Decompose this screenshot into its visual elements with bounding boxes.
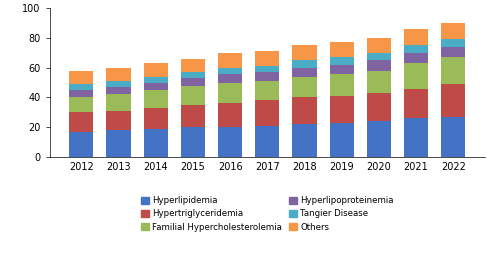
Bar bbox=[293, 60, 317, 68]
Bar bbox=[330, 123, 354, 157]
Bar bbox=[218, 127, 242, 157]
Bar bbox=[69, 132, 94, 157]
Bar bbox=[144, 90, 168, 108]
Bar bbox=[441, 117, 465, 157]
Bar bbox=[441, 47, 465, 57]
Bar bbox=[367, 121, 391, 157]
Bar bbox=[255, 72, 279, 81]
Bar bbox=[367, 70, 391, 93]
Bar bbox=[441, 84, 465, 117]
Bar bbox=[181, 59, 205, 72]
Bar bbox=[181, 78, 205, 85]
Bar bbox=[181, 127, 205, 157]
Bar bbox=[218, 53, 242, 68]
Bar bbox=[404, 29, 428, 45]
Bar bbox=[330, 96, 354, 123]
Legend: Hyperlipidemia, Hypertriglyceridemia, Familial Hypercholesterolemia, Hyperlipopr: Hyperlipidemia, Hypertriglyceridemia, Fa… bbox=[139, 194, 396, 233]
Bar bbox=[218, 103, 242, 127]
Bar bbox=[144, 108, 168, 129]
Bar bbox=[441, 57, 465, 84]
Bar bbox=[330, 65, 354, 74]
Bar bbox=[255, 126, 279, 157]
Bar bbox=[181, 105, 205, 127]
Bar bbox=[69, 84, 94, 90]
Bar bbox=[293, 124, 317, 157]
Bar bbox=[255, 81, 279, 100]
Bar bbox=[255, 51, 279, 66]
Bar bbox=[144, 63, 168, 77]
Bar bbox=[181, 72, 205, 78]
Bar bbox=[144, 77, 168, 83]
Bar bbox=[367, 38, 391, 53]
Bar bbox=[293, 68, 317, 77]
Bar bbox=[181, 85, 205, 105]
Bar bbox=[404, 53, 428, 63]
Bar bbox=[144, 83, 168, 90]
Bar bbox=[106, 111, 131, 130]
Bar bbox=[367, 53, 391, 60]
Bar bbox=[293, 97, 317, 124]
Bar bbox=[69, 90, 94, 97]
Bar bbox=[441, 23, 465, 39]
Bar bbox=[255, 66, 279, 72]
Bar bbox=[69, 70, 94, 84]
Bar bbox=[441, 39, 465, 47]
Bar bbox=[293, 77, 317, 97]
Bar bbox=[69, 112, 94, 132]
Bar bbox=[106, 95, 131, 111]
Bar bbox=[218, 83, 242, 103]
Bar bbox=[330, 74, 354, 96]
Bar bbox=[106, 130, 131, 157]
Bar bbox=[293, 45, 317, 60]
Bar bbox=[367, 60, 391, 70]
Bar bbox=[330, 42, 354, 57]
Bar bbox=[330, 57, 354, 65]
Bar bbox=[106, 68, 131, 81]
Bar bbox=[106, 87, 131, 95]
Bar bbox=[106, 81, 131, 87]
Bar bbox=[218, 68, 242, 74]
Bar bbox=[404, 118, 428, 157]
Bar bbox=[255, 100, 279, 126]
Bar bbox=[144, 129, 168, 157]
Bar bbox=[404, 45, 428, 53]
Bar bbox=[367, 93, 391, 121]
Bar bbox=[404, 63, 428, 89]
Bar bbox=[404, 89, 428, 118]
Bar bbox=[218, 74, 242, 83]
Bar bbox=[69, 97, 94, 112]
